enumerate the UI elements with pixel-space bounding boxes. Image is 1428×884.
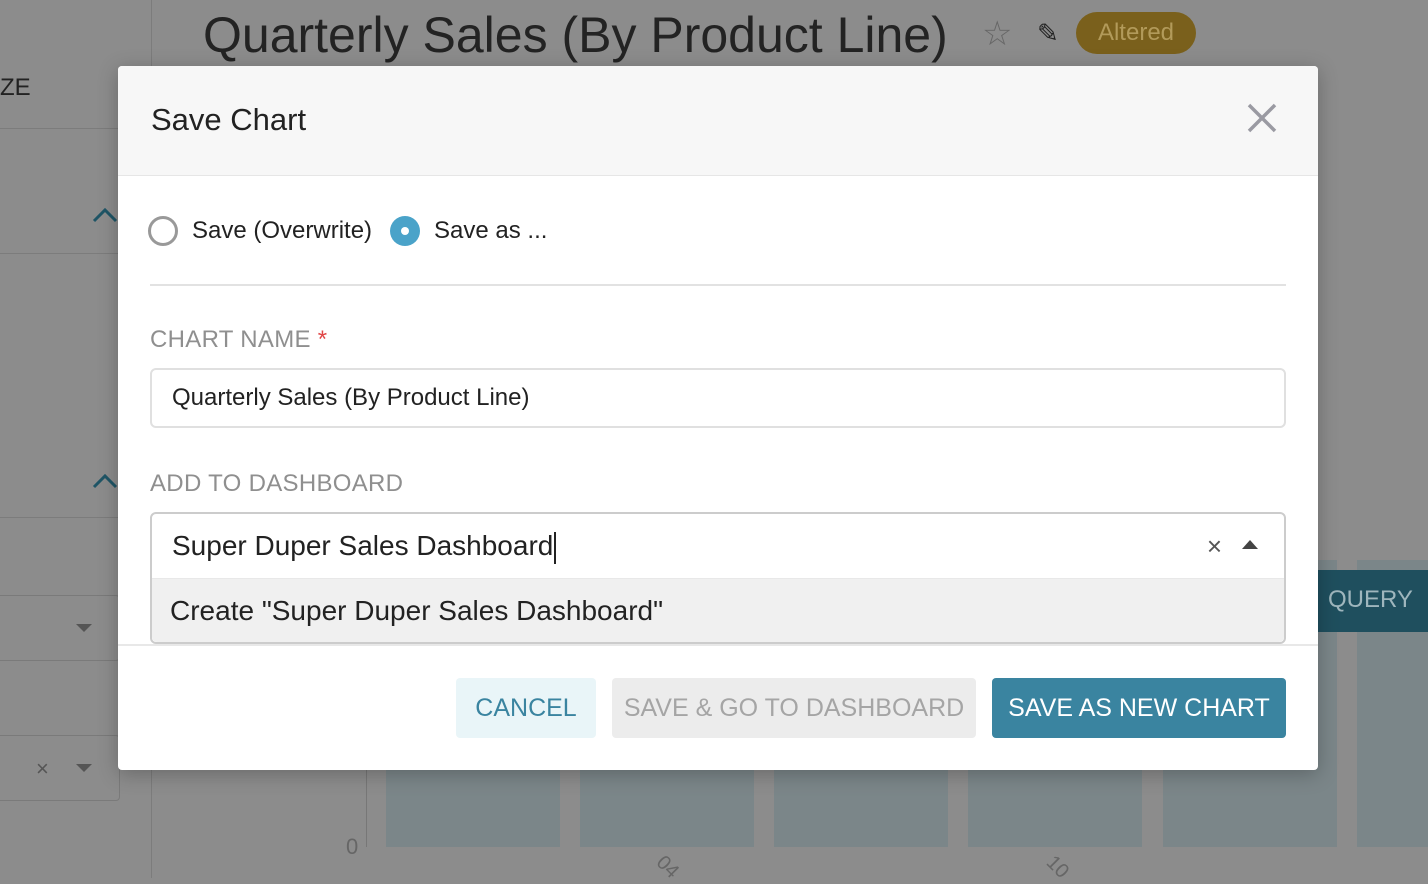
status-badge: Altered bbox=[1076, 12, 1196, 54]
modal-header: Save Chart bbox=[118, 66, 1318, 176]
select-box[interactable] bbox=[0, 595, 120, 661]
save-and-go-to-dashboard-button[interactable]: SAVE & GO TO DASHBOARD bbox=[612, 678, 976, 738]
divider bbox=[118, 644, 1318, 646]
radio-save-as[interactable] bbox=[390, 216, 421, 246]
chart-name-input[interactable]: Quarterly Sales (By Product Line) bbox=[150, 368, 1286, 428]
divider bbox=[0, 253, 151, 254]
divider bbox=[0, 517, 151, 518]
create-dashboard-option[interactable]: Create "Super Duper Sales Dashboard" bbox=[152, 578, 1284, 642]
close-icon[interactable] bbox=[1246, 102, 1278, 134]
x-tick-label: 10 bbox=[1041, 851, 1074, 883]
caret-up-icon[interactable] bbox=[1242, 540, 1258, 549]
caret-down-icon bbox=[76, 764, 92, 772]
cancel-button[interactable]: CANCEL bbox=[456, 678, 596, 738]
clear-icon[interactable]: × bbox=[36, 756, 49, 781]
x-tick-label: 04 bbox=[651, 851, 684, 883]
radio-save-as-label[interactable]: Save as ... bbox=[434, 217, 548, 244]
caret-down-icon bbox=[76, 624, 92, 632]
chart-name-label-text: CHART NAME bbox=[150, 326, 311, 353]
radio-overwrite[interactable] bbox=[148, 216, 178, 246]
text-cursor bbox=[554, 531, 557, 564]
save-chart-modal: Save Chart Save (Overwrite) Save as ... … bbox=[118, 66, 1318, 770]
select-box[interactable]: × bbox=[0, 735, 120, 801]
add-to-dashboard-label: ADD TO DASHBOARD bbox=[150, 470, 404, 497]
dashboard-select[interactable]: Super Duper Sales Dashboard × Create "Su… bbox=[150, 512, 1286, 644]
divider bbox=[0, 128, 151, 129]
dashboard-input-value: Super Duper Sales Dashboard bbox=[172, 530, 554, 561]
chevron-up-icon[interactable] bbox=[92, 204, 118, 226]
radio-overwrite-label[interactable]: Save (Overwrite) bbox=[192, 217, 373, 244]
page-title: Quarterly Sales (By Product Line) bbox=[203, 7, 948, 63]
required-mark: * bbox=[317, 326, 328, 353]
modal-title: Save Chart bbox=[151, 102, 307, 137]
chart-name-label: CHART NAME * bbox=[150, 326, 327, 354]
star-icon[interactable]: ☆ bbox=[982, 15, 1013, 53]
clear-icon[interactable]: × bbox=[1206, 531, 1222, 561]
chevron-up-icon[interactable] bbox=[92, 470, 118, 492]
sidebar-label-fragment: ZE bbox=[0, 74, 31, 101]
run-query-button[interactable]: QUERY bbox=[1318, 570, 1428, 632]
edit-icon[interactable]: ✎ bbox=[1037, 18, 1059, 48]
save-mode-radio-group: Save (Overwrite) Save as ... bbox=[148, 216, 547, 246]
save-as-new-chart-button[interactable]: SAVE AS NEW CHART bbox=[992, 678, 1286, 738]
divider bbox=[150, 284, 1286, 286]
dashboard-select-input[interactable]: Super Duper Sales Dashboard × bbox=[152, 514, 1284, 578]
y-tick-label: 0 bbox=[346, 834, 359, 859]
